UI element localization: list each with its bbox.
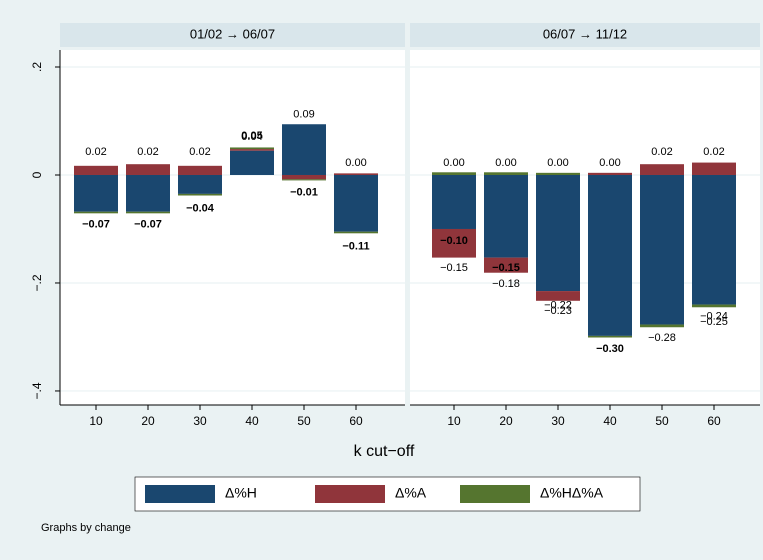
- bar: [126, 174, 170, 212]
- bar: [334, 174, 378, 232]
- legend-label: Δ%HΔ%A: [540, 485, 604, 501]
- panel-header: [410, 23, 760, 47]
- data-label: 0.00: [443, 157, 464, 169]
- data-label: 0.00: [599, 157, 620, 169]
- data-label: −0.15: [492, 262, 520, 274]
- bar: [640, 324, 684, 328]
- legend: [134, 476, 641, 512]
- data-label: −0.25: [700, 316, 728, 328]
- data-label: −0.04: [186, 202, 215, 214]
- panel-header: [60, 23, 405, 47]
- bar: [230, 150, 274, 175]
- x-tick-label: 50: [655, 414, 669, 428]
- bar: [640, 174, 684, 325]
- x-tick-label: 60: [349, 414, 363, 428]
- bar: [178, 193, 222, 196]
- data-label: 0.02: [85, 146, 106, 158]
- y-tick-label: −.2: [30, 274, 44, 291]
- x-tick-label: 30: [551, 414, 565, 428]
- legend-swatch: [460, 485, 530, 503]
- x-tick-label: 10: [89, 414, 103, 428]
- bar: [334, 173, 378, 175]
- bar: [536, 291, 580, 301]
- x-tick-label: 30: [193, 414, 207, 428]
- bar: [692, 162, 736, 175]
- legend-label: Δ%H: [225, 485, 257, 501]
- bar: [178, 165, 222, 175]
- bar: [74, 165, 118, 175]
- bar: [588, 335, 632, 338]
- bar: [282, 179, 326, 181]
- x-tick-label: 40: [603, 414, 617, 428]
- y-tick-label: .2: [30, 62, 44, 72]
- bar: [230, 147, 274, 150]
- legend-label: Δ%A: [395, 485, 427, 501]
- data-label: −0.15: [440, 262, 468, 274]
- x-tick-label: 40: [245, 414, 259, 428]
- data-label: −0.10: [440, 235, 468, 247]
- x-axis-title: k cut−off: [354, 443, 415, 460]
- x-tick-label: 50: [297, 414, 311, 428]
- bar: [74, 211, 118, 214]
- bar: [432, 228, 476, 258]
- bar: [536, 172, 580, 175]
- x-tick-label: 20: [499, 414, 513, 428]
- bar: [74, 174, 118, 212]
- data-label: 0.09: [293, 108, 314, 120]
- data-label: 0.02: [703, 146, 724, 158]
- x-tick-label: 20: [141, 414, 155, 428]
- data-label: −0.23: [544, 305, 572, 317]
- x-tick-label: 10: [447, 414, 461, 428]
- bar: [282, 174, 326, 180]
- bar: [178, 174, 222, 194]
- bar: [484, 257, 528, 273]
- legend-swatch: [315, 485, 385, 503]
- note: Graphs by change: [41, 522, 131, 534]
- data-label: 0.04: [241, 131, 262, 143]
- bar: [334, 231, 378, 234]
- y-tick-label: 0: [30, 171, 44, 178]
- bar: [126, 211, 170, 214]
- bar: [282, 124, 326, 175]
- data-label: −0.28: [648, 332, 676, 344]
- bar: [692, 304, 736, 308]
- data-label: 0.00: [345, 157, 366, 169]
- bar: [588, 174, 632, 336]
- data-label: −0.22: [544, 300, 572, 312]
- data-label: 0.00: [495, 157, 516, 169]
- data-label: 0.00: [547, 157, 568, 169]
- bar: [536, 174, 580, 292]
- y-tick-label: −.4: [30, 382, 44, 399]
- bar: [588, 172, 632, 175]
- data-label: 0.02: [651, 146, 672, 158]
- x-tick-label: 60: [707, 414, 721, 428]
- data-label: −0.01: [290, 186, 318, 198]
- bar: [230, 149, 274, 151]
- bar: [640, 164, 684, 175]
- data-label: −0.30: [596, 343, 624, 355]
- bar: [126, 164, 170, 175]
- bar: [432, 172, 476, 175]
- data-label: −0.24: [700, 310, 728, 322]
- data-label: −0.11: [342, 240, 369, 252]
- panel-title: 01/02 → 06/07: [190, 26, 275, 41]
- bar: [484, 172, 528, 175]
- data-label: 0.02: [189, 146, 210, 158]
- bar: [484, 174, 528, 258]
- data-label: −0.07: [82, 219, 110, 231]
- data-label: −0.07: [134, 219, 162, 231]
- data-label: 0.05: [241, 130, 262, 142]
- data-label: −0.18: [492, 278, 520, 290]
- data-label: 0.02: [137, 146, 158, 158]
- bar: [692, 174, 736, 305]
- bar: [432, 174, 476, 229]
- legend-swatch: [145, 485, 215, 503]
- panel-title: 06/07 → 11/12: [543, 26, 627, 41]
